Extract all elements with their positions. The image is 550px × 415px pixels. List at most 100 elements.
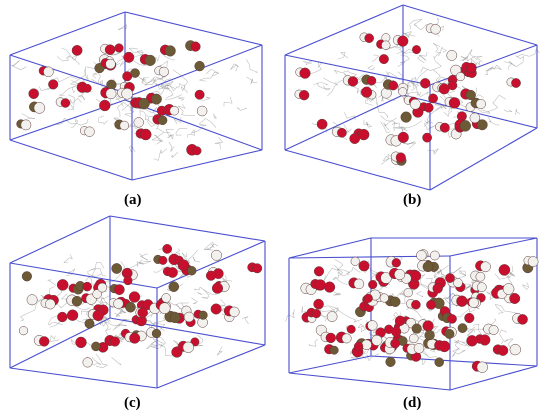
oxygen-atom	[205, 270, 217, 281]
hydrogen-atom	[509, 343, 521, 356]
molecule	[205, 270, 217, 281]
oxygen-atom	[109, 336, 120, 347]
hydrogen-atom	[453, 278, 463, 288]
oxygen-atom	[123, 51, 135, 63]
molecule	[146, 327, 162, 339]
carbon-atom	[130, 68, 140, 78]
oxygen-atom	[466, 335, 478, 347]
oxygen-atom	[368, 280, 378, 290]
box-edge	[288, 355, 372, 374]
oxygen-atom	[397, 35, 409, 47]
molecule	[466, 335, 478, 347]
oxygen-atom	[448, 97, 461, 109]
hydrogen-atom	[403, 287, 413, 298]
molecule	[40, 298, 56, 310]
molecule	[503, 291, 521, 304]
molecule	[470, 270, 486, 282]
molecule	[168, 253, 184, 266]
molecule	[409, 333, 419, 344]
carbon-atom	[21, 271, 32, 282]
molecule	[117, 87, 133, 100]
oxygen-atom	[353, 341, 364, 351]
box-edge	[284, 94, 404, 151]
molecule	[368, 280, 378, 290]
molecule	[378, 54, 389, 65]
molecule	[114, 43, 124, 53]
molecule	[194, 60, 205, 72]
molecule	[331, 126, 347, 138]
oxygen-atom	[28, 88, 39, 99]
carbon-atom	[385, 356, 396, 367]
oxygen-atom	[438, 83, 450, 95]
hydrogen-atom	[33, 102, 46, 114]
box-edge	[124, 99, 263, 151]
oxygen-atom	[447, 314, 457, 324]
molecule	[66, 294, 83, 307]
molecule	[444, 328, 455, 339]
oxygen-atom	[129, 332, 141, 344]
molecule	[21, 271, 32, 282]
hydrogen-atom	[84, 126, 95, 137]
oxygen-atom	[316, 118, 328, 130]
molecule	[162, 244, 173, 254]
molecule	[358, 260, 370, 272]
oxygen-atom	[346, 324, 356, 334]
hydrogen-atom	[413, 343, 425, 354]
molecule	[125, 301, 136, 313]
hydrogen-atom	[394, 268, 406, 281]
molecule	[397, 131, 409, 143]
hydrogen-atom	[350, 256, 360, 266]
hydrogen-atom	[379, 293, 389, 303]
molecule	[389, 267, 406, 281]
oxygen-atom	[210, 303, 222, 315]
oxygen-atom	[364, 33, 374, 43]
hydrogen-atom	[367, 320, 378, 331]
oxygen-atom	[298, 90, 310, 101]
carbon-atom	[91, 341, 101, 352]
hydrogen-atom	[133, 117, 144, 128]
hydrogen-atom	[468, 297, 479, 308]
molecule	[159, 44, 176, 57]
oxygen-atom	[366, 76, 377, 86]
molecule	[161, 293, 171, 303]
carbon-atom	[476, 119, 488, 131]
box-edge	[9, 11, 126, 56]
hydrogen-atom	[353, 278, 365, 290]
hydrogen-atom	[416, 250, 427, 261]
oxygen-atom	[358, 128, 370, 141]
hydrogen-atom	[446, 50, 458, 61]
oxygen-atom	[395, 152, 406, 163]
molecule	[177, 340, 194, 353]
molecule	[446, 50, 458, 61]
oxygen-atom	[456, 295, 468, 307]
molecule	[454, 119, 471, 132]
molecule	[445, 273, 455, 283]
oxygen-atom	[397, 131, 409, 143]
molecule	[471, 281, 487, 293]
box-edge	[449, 365, 538, 391]
carbon-atom	[71, 295, 83, 307]
box-edge	[9, 139, 133, 181]
panel-label-c: (c)	[124, 395, 141, 411]
molecule	[316, 118, 328, 130]
molecule	[114, 119, 130, 131]
carbon-atom	[164, 45, 176, 57]
oxygen-atom	[313, 298, 324, 310]
hydrogen-atom	[381, 40, 391, 50]
molecule	[460, 88, 476, 101]
molecule	[66, 309, 79, 321]
polymer-chains	[11, 24, 258, 161]
oxygen-atom	[423, 102, 434, 113]
carbon-atom	[168, 281, 180, 292]
molecule	[133, 117, 144, 128]
oxygen-atom	[314, 279, 326, 291]
molecule	[426, 299, 436, 310]
oxygen-atom	[410, 270, 422, 282]
carbon-atom	[411, 323, 422, 334]
carbon-atom	[194, 60, 205, 72]
molecule	[406, 298, 421, 310]
molecule	[451, 294, 468, 307]
carbon-atom	[144, 54, 156, 66]
molecule	[18, 326, 29, 336]
molecule	[55, 97, 71, 108]
